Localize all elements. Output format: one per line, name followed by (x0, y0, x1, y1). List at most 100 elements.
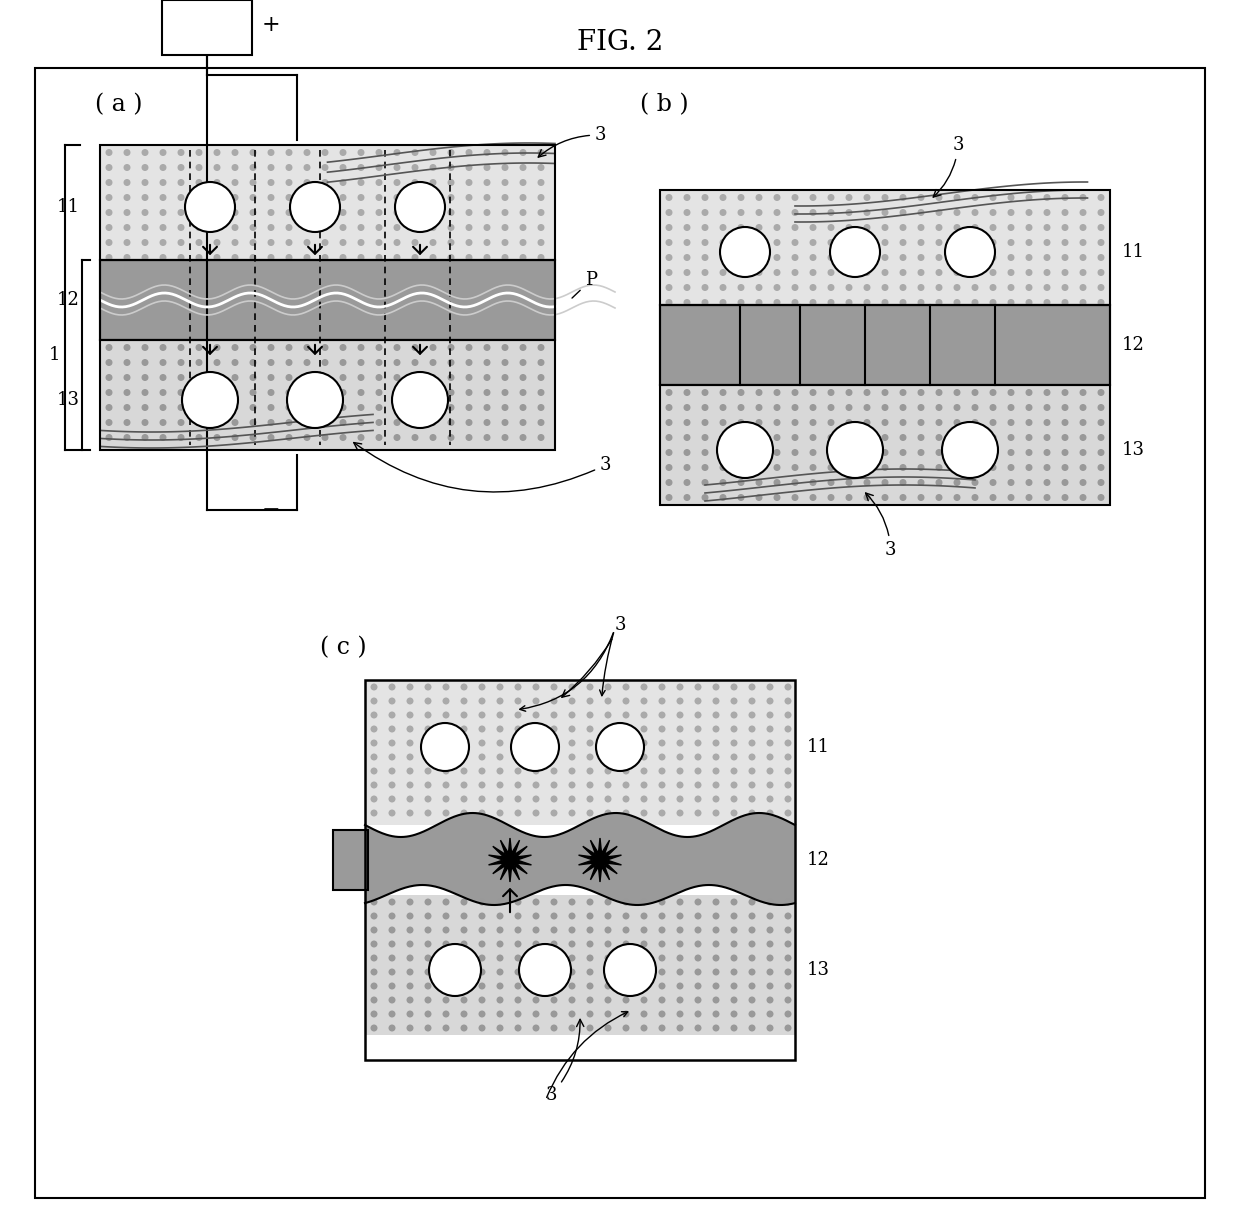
Circle shape (466, 179, 471, 186)
Circle shape (641, 740, 647, 746)
Circle shape (1008, 210, 1014, 215)
Circle shape (677, 1011, 683, 1016)
Circle shape (955, 479, 960, 485)
Circle shape (407, 755, 413, 760)
Circle shape (215, 165, 219, 171)
Circle shape (448, 179, 454, 186)
Circle shape (1008, 285, 1014, 290)
Circle shape (1063, 419, 1068, 425)
Circle shape (107, 419, 112, 425)
Circle shape (713, 685, 719, 689)
Circle shape (443, 941, 449, 946)
Circle shape (430, 360, 435, 365)
Circle shape (107, 435, 112, 440)
Circle shape (756, 450, 761, 455)
Circle shape (515, 698, 521, 704)
Circle shape (955, 269, 960, 275)
Circle shape (443, 698, 449, 704)
Circle shape (322, 360, 327, 365)
Circle shape (502, 390, 508, 396)
Bar (334, 830, 368, 890)
Circle shape (660, 970, 665, 975)
Circle shape (677, 900, 683, 905)
Circle shape (955, 435, 960, 440)
Circle shape (160, 225, 166, 230)
Circle shape (394, 390, 399, 396)
Circle shape (521, 179, 526, 186)
Circle shape (552, 712, 557, 718)
Circle shape (1027, 435, 1032, 440)
Circle shape (1080, 225, 1086, 230)
Circle shape (828, 435, 833, 440)
Circle shape (538, 344, 544, 350)
Circle shape (1099, 194, 1104, 200)
Circle shape (376, 390, 382, 396)
Circle shape (972, 479, 978, 485)
Circle shape (533, 698, 539, 704)
Circle shape (521, 240, 526, 246)
Circle shape (738, 495, 744, 500)
Circle shape (684, 194, 689, 200)
Circle shape (641, 1025, 647, 1031)
Circle shape (918, 404, 924, 410)
Circle shape (521, 194, 526, 200)
Circle shape (340, 225, 346, 230)
Circle shape (936, 300, 942, 305)
Circle shape (250, 210, 255, 215)
Circle shape (124, 254, 130, 261)
Circle shape (882, 194, 888, 200)
Circle shape (882, 495, 888, 500)
Circle shape (143, 419, 148, 425)
Circle shape (1099, 419, 1104, 425)
Circle shape (340, 435, 346, 440)
Circle shape (666, 254, 672, 261)
Circle shape (882, 404, 888, 410)
Circle shape (250, 165, 255, 171)
Circle shape (702, 269, 708, 275)
Circle shape (738, 254, 744, 261)
Circle shape (1080, 404, 1086, 410)
Circle shape (732, 955, 737, 961)
Circle shape (371, 782, 377, 788)
Circle shape (394, 360, 399, 365)
Circle shape (936, 285, 942, 290)
Circle shape (732, 927, 737, 933)
Circle shape (232, 179, 238, 186)
Circle shape (502, 404, 508, 410)
Polygon shape (489, 838, 532, 882)
Circle shape (768, 913, 773, 919)
Circle shape (756, 269, 761, 275)
Circle shape (394, 179, 399, 186)
Circle shape (955, 495, 960, 500)
Circle shape (774, 269, 780, 275)
Circle shape (389, 768, 394, 774)
Circle shape (713, 810, 719, 816)
Circle shape (749, 685, 755, 689)
Circle shape (936, 225, 942, 230)
Circle shape (371, 810, 377, 816)
Circle shape (666, 194, 672, 200)
Circle shape (376, 360, 382, 365)
Circle shape (684, 404, 689, 410)
Text: 3: 3 (934, 136, 963, 197)
Circle shape (322, 419, 327, 425)
Circle shape (641, 810, 647, 816)
Text: FIG. 2: FIG. 2 (577, 28, 663, 55)
Circle shape (124, 435, 130, 440)
Circle shape (1099, 450, 1104, 455)
Circle shape (185, 182, 236, 232)
Circle shape (179, 375, 184, 380)
Circle shape (425, 1025, 430, 1031)
Circle shape (160, 419, 166, 425)
Circle shape (882, 435, 888, 440)
Circle shape (160, 375, 166, 380)
Circle shape (407, 712, 413, 718)
Circle shape (538, 225, 544, 230)
Circle shape (1008, 254, 1014, 261)
Circle shape (955, 419, 960, 425)
Circle shape (846, 479, 852, 485)
Circle shape (521, 225, 526, 230)
Circle shape (143, 254, 148, 261)
Circle shape (394, 435, 399, 440)
Circle shape (569, 768, 575, 774)
